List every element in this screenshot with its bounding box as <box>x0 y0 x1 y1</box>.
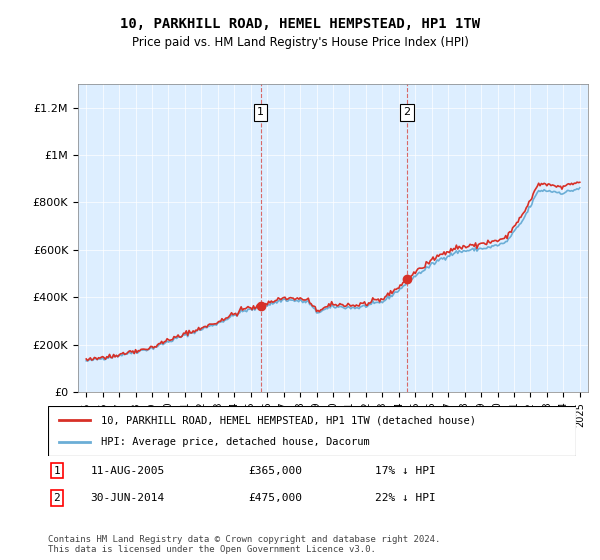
Text: 17% ↓ HPI: 17% ↓ HPI <box>376 465 436 475</box>
Text: 2: 2 <box>53 493 60 503</box>
Text: 10, PARKHILL ROAD, HEMEL HEMPSTEAD, HP1 1TW (detached house): 10, PARKHILL ROAD, HEMEL HEMPSTEAD, HP1 … <box>101 415 476 425</box>
Text: £365,000: £365,000 <box>248 465 302 475</box>
Text: 2: 2 <box>403 108 410 118</box>
FancyBboxPatch shape <box>48 406 576 456</box>
Text: 10, PARKHILL ROAD, HEMEL HEMPSTEAD, HP1 1TW: 10, PARKHILL ROAD, HEMEL HEMPSTEAD, HP1 … <box>120 17 480 31</box>
Text: Contains HM Land Registry data © Crown copyright and database right 2024.
This d: Contains HM Land Registry data © Crown c… <box>48 535 440 554</box>
Text: 22% ↓ HPI: 22% ↓ HPI <box>376 493 436 503</box>
Text: 30-JUN-2014: 30-JUN-2014 <box>90 493 164 503</box>
Text: HPI: Average price, detached house, Dacorum: HPI: Average price, detached house, Daco… <box>101 437 370 447</box>
Text: 11-AUG-2005: 11-AUG-2005 <box>90 465 164 475</box>
Text: 1: 1 <box>257 108 264 118</box>
Text: 1: 1 <box>53 465 60 475</box>
Text: Price paid vs. HM Land Registry's House Price Index (HPI): Price paid vs. HM Land Registry's House … <box>131 36 469 49</box>
Text: £475,000: £475,000 <box>248 493 302 503</box>
